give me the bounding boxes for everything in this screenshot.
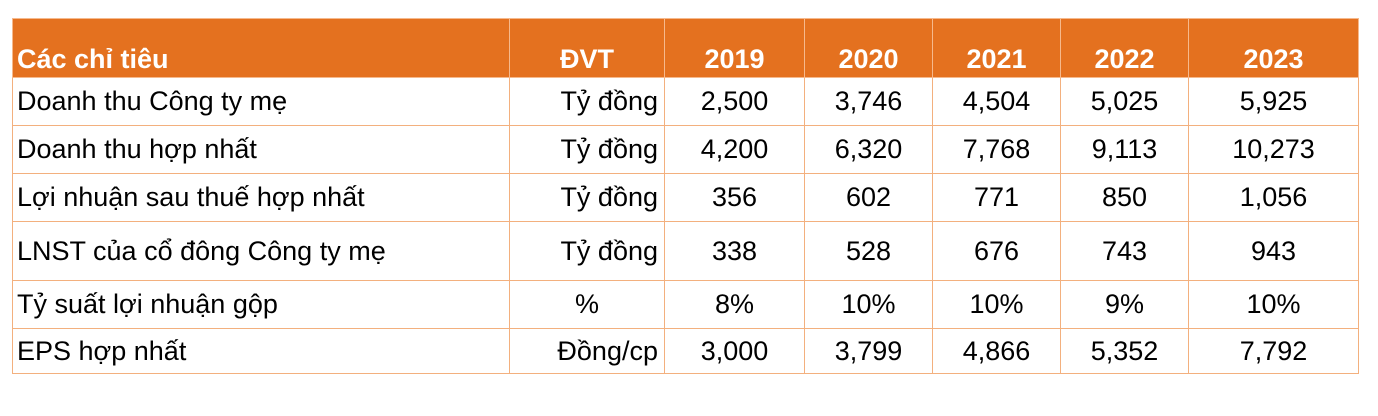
table-row: Tỷ suất lợi nhuận gộp % 8% 10% 10% 9% 10… <box>12 280 1359 329</box>
row-unit: Đồng/cp <box>509 328 665 374</box>
cell-2022: 743 <box>1060 221 1189 281</box>
row-label: LNST của cổ đông Công ty mẹ <box>12 221 510 281</box>
cell-2023: 10,273 <box>1188 125 1359 174</box>
table-row: Lợi nhuận sau thuế hợp nhất Tỷ đồng 356 … <box>12 173 1359 222</box>
row-unit: % <box>509 280 665 329</box>
cell-2021: 771 <box>932 173 1061 222</box>
row-label: Tỷ suất lợi nhuận gộp <box>12 280 510 329</box>
cell-2022: 5,025 <box>1060 77 1189 126</box>
cell-2023: 943 <box>1188 221 1359 281</box>
cell-2019: 2,500 <box>664 77 805 126</box>
cell-2020: 528 <box>804 221 933 281</box>
header-indicator: Các chỉ tiêu <box>12 18 510 78</box>
cell-2022: 850 <box>1060 173 1189 222</box>
table-row: LNST của cổ đông Công ty mẹ Tỷ đồng 338 … <box>12 221 1359 281</box>
cell-2023: 5,925 <box>1188 77 1359 126</box>
header-year-2021: 2021 <box>932 18 1061 78</box>
row-label: Doanh thu hợp nhất <box>12 125 510 174</box>
row-unit: Tỷ đồng <box>509 173 665 222</box>
cell-2022: 9% <box>1060 280 1189 329</box>
row-label: EPS hợp nhất <box>12 328 510 374</box>
cell-2022: 5,352 <box>1060 328 1189 374</box>
table-row: EPS hợp nhất Đồng/cp 3,000 3,799 4,866 5… <box>12 328 1359 374</box>
cell-2021: 676 <box>932 221 1061 281</box>
cell-2020: 6,320 <box>804 125 933 174</box>
cell-2019: 8% <box>664 280 805 329</box>
cell-2023: 7,792 <box>1188 328 1359 374</box>
table-row: Doanh thu Công ty mẹ Tỷ đồng 2,500 3,746… <box>12 77 1359 126</box>
row-unit: Tỷ đồng <box>509 77 665 126</box>
row-unit: Tỷ đồng <box>509 125 665 174</box>
cell-2023: 10% <box>1188 280 1359 329</box>
cell-2019: 338 <box>664 221 805 281</box>
cell-2021: 10% <box>932 280 1061 329</box>
header-row: Các chỉ tiêu ĐVT 2019 2020 2021 2022 202… <box>12 18 1359 78</box>
financial-table: Các chỉ tiêu ĐVT 2019 2020 2021 2022 202… <box>12 18 1359 374</box>
cell-2021: 4,866 <box>932 328 1061 374</box>
header-year-2022: 2022 <box>1060 18 1189 78</box>
header-year-2020: 2020 <box>804 18 933 78</box>
header-year-2023: 2023 <box>1188 18 1359 78</box>
row-label: Lợi nhuận sau thuế hợp nhất <box>12 173 510 222</box>
cell-2020: 3,746 <box>804 77 933 126</box>
table-row: Doanh thu hợp nhất Tỷ đồng 4,200 6,320 7… <box>12 125 1359 174</box>
cell-2020: 3,799 <box>804 328 933 374</box>
cell-2019: 4,200 <box>664 125 805 174</box>
cell-2019: 3,000 <box>664 328 805 374</box>
header-year-2019: 2019 <box>664 18 805 78</box>
cell-2019: 356 <box>664 173 805 222</box>
cell-2022: 9,113 <box>1060 125 1189 174</box>
cell-2020: 602 <box>804 173 933 222</box>
cell-2023: 1,056 <box>1188 173 1359 222</box>
row-unit: Tỷ đồng <box>509 221 665 281</box>
cell-2020: 10% <box>804 280 933 329</box>
row-label: Doanh thu Công ty mẹ <box>12 77 510 126</box>
cell-2021: 4,504 <box>932 77 1061 126</box>
header-unit: ĐVT <box>509 18 665 78</box>
cell-2021: 7,768 <box>932 125 1061 174</box>
